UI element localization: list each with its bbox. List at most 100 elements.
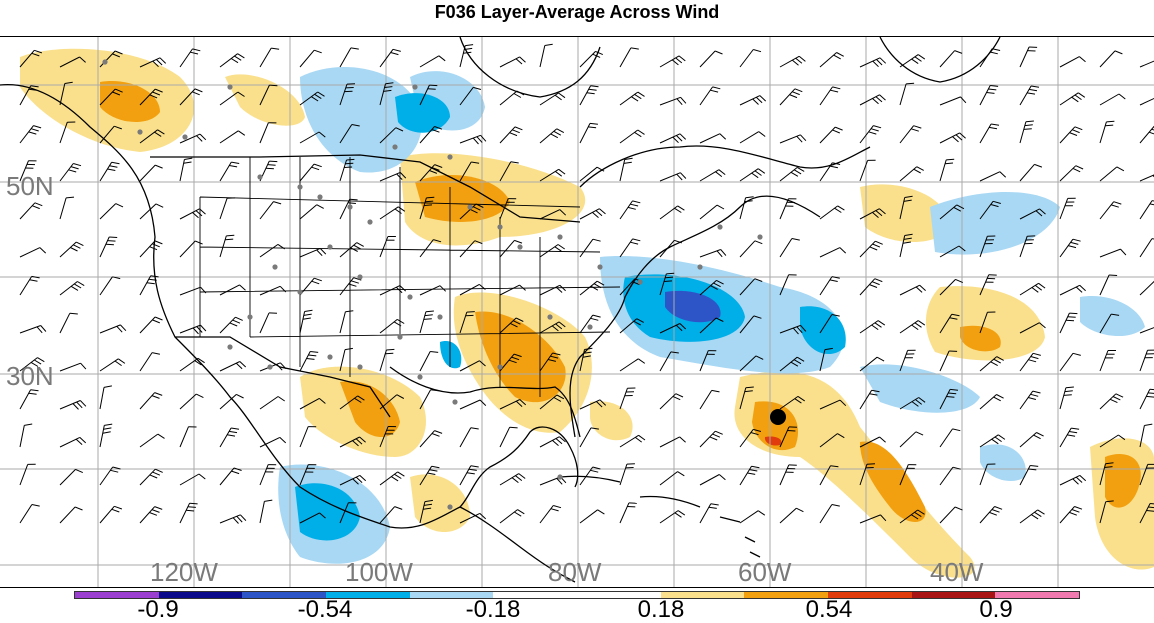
wind-barb: [180, 503, 198, 523]
lon-label-40w: 40W: [930, 559, 983, 585]
wind-barb: [380, 237, 396, 258]
wind-barb: [20, 126, 41, 143]
wind-barb: [60, 363, 86, 371]
wind-barb: [500, 127, 522, 143]
wind-barb: [100, 386, 112, 409]
wind-barb: [20, 505, 40, 524]
wind-barb: [660, 437, 686, 447]
negative-anomaly-area: [1080, 296, 1145, 336]
wind-barb: [180, 394, 203, 409]
wind-barb: [380, 472, 404, 485]
wind-barb: [500, 57, 526, 67]
station-dot: [407, 294, 412, 299]
wind-barb: [1100, 202, 1121, 219]
station-dot: [257, 174, 262, 179]
wind-barb: [860, 241, 883, 257]
wind-barb: [420, 311, 434, 333]
wind-barb: [980, 395, 1004, 410]
wind-barb: [60, 282, 84, 296]
wind-barb: [740, 132, 765, 143]
wind-barb: [260, 202, 281, 219]
wind-barb: [540, 506, 561, 524]
wind-barb: [1060, 198, 1076, 219]
positive-anomaly-area: [590, 401, 633, 440]
wind-barb: [860, 321, 885, 333]
wind-barb: [140, 353, 160, 371]
wind-barb: [1060, 313, 1077, 333]
wind-barb: [1020, 121, 1034, 143]
wind-barb: [380, 319, 404, 333]
wind-barb: [580, 281, 604, 295]
wind-barb: [700, 134, 726, 143]
wind-barb: [340, 311, 353, 333]
wind-barb: [1020, 510, 1045, 523]
station-dot: [717, 224, 722, 229]
wind-barb: [100, 204, 123, 219]
colorbar-label-0-9: 0.9: [979, 598, 1012, 622]
wind-barb: [620, 503, 637, 523]
station-dot: [367, 219, 372, 224]
colorbar-label-0-54: 0.54: [806, 598, 853, 622]
station-dot: [517, 244, 522, 249]
wind-barb: [1140, 280, 1154, 295]
wind-barb: [300, 310, 313, 333]
station-dot: [357, 274, 362, 279]
wind-barb: [980, 507, 1002, 524]
wind-barb: [1060, 57, 1086, 67]
wind-barb: [780, 56, 805, 67]
wind-barb: [980, 124, 999, 143]
wind-barb: [420, 56, 445, 67]
wind-barb: [660, 97, 686, 105]
wind-barb: [260, 397, 285, 410]
wind-barb: [700, 475, 725, 486]
wind-barb: [820, 127, 843, 143]
wind-barb: [660, 472, 684, 485]
station-dot: [497, 224, 502, 229]
wind-barb: [340, 243, 364, 257]
station-dot: [297, 289, 302, 294]
wind-barb: [1020, 164, 1042, 181]
wind-barb: [300, 205, 324, 219]
wind-barb: [860, 95, 886, 105]
station-dot: [547, 314, 552, 319]
wind-barb: [380, 349, 394, 371]
station-dot: [272, 264, 277, 269]
wind-barb: [100, 162, 120, 181]
colorbar: [74, 591, 1080, 599]
wind-barb: [260, 465, 276, 485]
wind-barb: [820, 248, 846, 257]
wind-barb: [180, 325, 206, 334]
wind-barb: [620, 48, 639, 67]
wind-barb: [220, 198, 235, 219]
wind-barb: [220, 54, 244, 67]
station-dot: [557, 234, 562, 239]
station-dot: [447, 154, 452, 159]
wind-barb: [820, 277, 840, 295]
wind-barb: [220, 428, 239, 447]
wind-barb: [260, 500, 272, 523]
colorbar-label-neg-0-18: -0.18: [466, 598, 521, 622]
wind-barb: [60, 437, 86, 447]
map-panel: 50N 30N 120W 100W 80W 60W 40W: [0, 36, 1154, 588]
wind-barb: [140, 507, 162, 523]
wind-barb: [660, 206, 684, 219]
station-dot: [597, 264, 602, 269]
wind-barb: [140, 241, 162, 257]
lon-label-100w: 100W: [345, 559, 413, 585]
station-dot: [452, 399, 457, 404]
wind-barb: [740, 50, 761, 68]
wind-barb: [620, 239, 640, 257]
wind-barb: [700, 390, 720, 409]
wind-barb: [460, 45, 473, 67]
wind-barb: [780, 508, 803, 523]
wind-barb: [1060, 507, 1082, 524]
wind-barb: [180, 158, 192, 181]
wind-barb: [580, 239, 601, 257]
wind-barb: [340, 48, 359, 67]
wind-barb: [1060, 387, 1074, 409]
wind-barb: [740, 511, 765, 523]
wind-barb: [180, 209, 206, 219]
wind-barb: [540, 245, 565, 258]
wind-barb: [580, 315, 601, 333]
wind-barb: [100, 277, 120, 295]
